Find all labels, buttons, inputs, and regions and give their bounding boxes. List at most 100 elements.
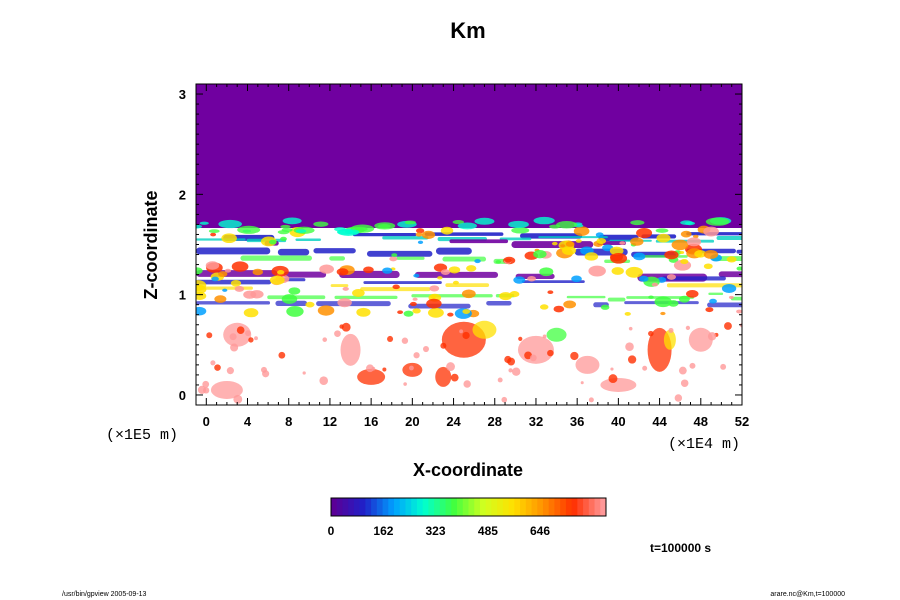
field-speckle bbox=[339, 324, 344, 329]
field-blob bbox=[703, 226, 719, 237]
field-blob bbox=[454, 308, 472, 319]
colorbar-cell bbox=[439, 498, 447, 516]
plot-area bbox=[196, 84, 742, 405]
field-blob bbox=[726, 256, 737, 263]
colorbar-cell bbox=[416, 498, 424, 516]
colorbar-cell bbox=[531, 498, 538, 516]
field-blob bbox=[305, 301, 315, 308]
field-speckle bbox=[707, 332, 717, 341]
colorbar-cell bbox=[525, 498, 533, 516]
field-blob bbox=[415, 232, 423, 237]
field-blob bbox=[553, 305, 565, 313]
x-axis: 0 4 8 12 16 20 24 28 32 36 40 44 48 52 bbox=[195, 84, 749, 429]
field-contour-band bbox=[334, 295, 398, 300]
field-blob bbox=[337, 298, 352, 308]
field-contour-band bbox=[363, 281, 442, 284]
colorbar-tick-label: 485 bbox=[478, 524, 498, 538]
field-blob bbox=[196, 280, 207, 291]
field-blob bbox=[680, 259, 689, 265]
colorbar-cell bbox=[577, 498, 584, 516]
field-speckle bbox=[628, 326, 633, 331]
field-blob bbox=[410, 301, 417, 307]
field-blob bbox=[596, 238, 607, 245]
field-blob bbox=[277, 270, 285, 275]
field-plume bbox=[575, 355, 600, 374]
field-blob bbox=[573, 226, 590, 236]
colorbar-tick-label: 0 bbox=[328, 524, 335, 538]
field-blob bbox=[448, 266, 461, 274]
field-blob bbox=[356, 307, 371, 317]
field-blob bbox=[736, 309, 742, 314]
field-blob bbox=[389, 256, 398, 262]
field-blob bbox=[551, 241, 558, 246]
colorbar-cell bbox=[394, 498, 401, 516]
field-speckle bbox=[245, 330, 251, 337]
field-edge-fragment bbox=[452, 220, 465, 225]
field-speckle bbox=[450, 373, 459, 382]
colorbar-cell bbox=[457, 498, 464, 516]
field-blob bbox=[452, 280, 459, 285]
colorbar-cell bbox=[451, 498, 458, 516]
field-blob bbox=[686, 289, 699, 298]
field-blob bbox=[269, 275, 285, 285]
field-speckle bbox=[680, 379, 689, 387]
field-speckle bbox=[724, 322, 732, 330]
field-blob bbox=[600, 304, 610, 310]
field-speckle bbox=[668, 327, 674, 333]
field-blob bbox=[205, 261, 220, 270]
field-blob bbox=[281, 294, 298, 304]
field-blob bbox=[624, 311, 631, 316]
field-blob bbox=[243, 290, 257, 299]
colorbar-cell bbox=[468, 498, 475, 516]
field-contour-band bbox=[708, 292, 724, 295]
field-contour-band bbox=[414, 271, 499, 278]
field-speckle bbox=[627, 355, 637, 364]
field-blob bbox=[474, 259, 481, 264]
field-blob bbox=[421, 230, 436, 240]
y-axis: 0 1 2 3 bbox=[179, 83, 742, 406]
colorbar-cell bbox=[520, 498, 527, 516]
field-plume bbox=[210, 380, 243, 399]
field-blob bbox=[562, 246, 577, 256]
field-blob bbox=[495, 260, 502, 264]
field-edge-fragment bbox=[705, 217, 730, 226]
field-contour-band bbox=[424, 232, 504, 236]
field-blob bbox=[243, 308, 259, 318]
field-blob bbox=[392, 284, 400, 290]
field-speckle bbox=[202, 380, 210, 388]
field-speckle bbox=[504, 355, 512, 364]
field-blob bbox=[619, 241, 626, 245]
field-speckle bbox=[403, 382, 407, 386]
field-speckle bbox=[401, 337, 409, 344]
field-contour-band bbox=[566, 295, 606, 299]
y-tick-label: 1 bbox=[179, 288, 186, 303]
field-blob bbox=[196, 291, 207, 300]
field-speckle bbox=[409, 365, 414, 371]
field-speckle bbox=[542, 334, 547, 339]
field-features bbox=[196, 216, 742, 404]
field-blob bbox=[660, 311, 666, 316]
field-edge-fragment bbox=[208, 229, 220, 234]
colorbar-ticks: 0 162 323 485 646 bbox=[328, 524, 551, 538]
field-contour-band bbox=[538, 236, 608, 239]
field-blob bbox=[342, 286, 349, 291]
field-blob bbox=[595, 232, 604, 238]
x-tick-label: 12 bbox=[323, 414, 337, 429]
colorbar-cell bbox=[359, 498, 366, 516]
field-speckle bbox=[226, 367, 234, 375]
field-contour-band bbox=[196, 301, 271, 305]
field-edge-fragment bbox=[295, 229, 307, 233]
field-edge-fragment bbox=[474, 217, 495, 225]
field-blob bbox=[437, 276, 443, 280]
field-speckle bbox=[334, 330, 341, 338]
field-blob bbox=[412, 297, 418, 301]
field-contour-band bbox=[283, 271, 327, 278]
field-blob bbox=[224, 268, 232, 273]
field-contour-band bbox=[716, 236, 742, 240]
field-blob bbox=[221, 233, 237, 244]
field-speckle bbox=[197, 385, 207, 394]
field-contour-band bbox=[295, 238, 322, 241]
field-speckle bbox=[254, 336, 258, 341]
field-contour-band bbox=[499, 237, 532, 241]
field-blob bbox=[430, 294, 437, 299]
